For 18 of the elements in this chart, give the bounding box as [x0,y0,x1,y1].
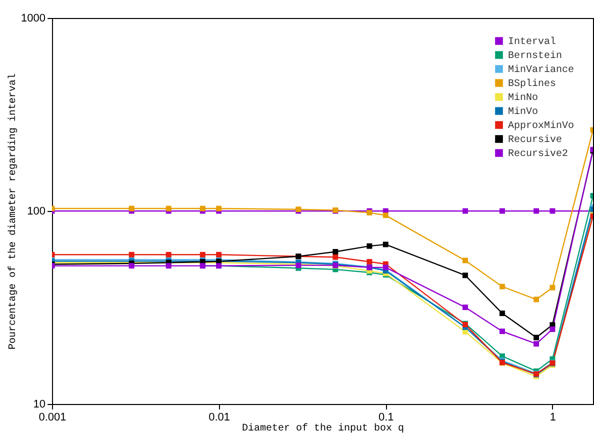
y-axis-title: Pourcentage of the diameter regarding interval [7,73,20,350]
x-tick-label: 0.01 [208,412,230,424]
x-tick-label: 0.1 [378,412,394,424]
legend-label: MinVariance [508,64,574,76]
legend-label: Bernstein [508,50,562,62]
y-tick-label: 1000 [21,12,46,24]
legend-label: BSplines [508,78,556,90]
legend-label: Recursive2 [508,148,568,160]
y-tick-label: 100 [27,206,46,218]
legend-label: MinNo [508,92,538,104]
x-axis-title: Diameter of the input box q [242,422,404,434]
legend-label: Interval [508,36,556,48]
x-tick-label: 0.001 [38,412,66,424]
x-tick-label: 1 [550,412,556,424]
legend-label: MinVo [508,106,538,118]
legend-label: ApproxMinVo [508,120,574,132]
y-tick-label: 10 [33,398,46,410]
legend-label: Recursive [508,134,562,146]
